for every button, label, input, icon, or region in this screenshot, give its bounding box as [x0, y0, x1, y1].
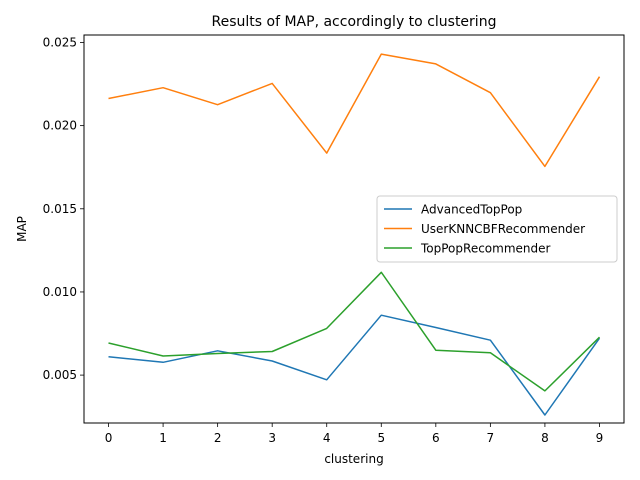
series-line-1 [108, 53, 601, 168]
chart-title: Results of MAP, accordingly to clusterin… [212, 14, 497, 30]
y-tick-label: 0.010 [43, 285, 77, 299]
x-tick-label: 3 [268, 431, 276, 445]
x-tick-label: 6 [432, 431, 440, 445]
legend-label: AdvancedTopPop [421, 203, 522, 217]
y-tick-label: 0.020 [43, 119, 77, 133]
x-tick-label: 9 [596, 431, 604, 445]
x-tick-label: 2 [214, 431, 222, 445]
series-line-0 [108, 314, 601, 416]
y-axis: 0.005 0.010 0.015 0.020 0.025 [43, 35, 84, 382]
legend: AdvancedTopPop UserKNNCBFRecommender TopPo… [376, 195, 618, 263]
y-tick-label: 0.015 [43, 202, 77, 216]
y-tick-label: 0.025 [43, 35, 77, 49]
series-line-2 [108, 271, 601, 392]
legend-box [376, 195, 618, 263]
x-tick-label: 5 [377, 431, 385, 445]
x-axis: 0 1 2 3 4 5 6 7 8 9 [105, 423, 604, 445]
x-tick-label: 7 [487, 431, 495, 445]
x-tick-label: 8 [541, 431, 549, 445]
y-tick-label: 0.005 [43, 368, 77, 382]
plot-area [108, 53, 601, 416]
y-axis-label: MAP [15, 216, 29, 242]
x-tick-label: 0 [105, 431, 113, 445]
x-tick-label: 4 [323, 431, 331, 445]
x-axis-label: clustering [324, 452, 383, 466]
x-tick-label: 1 [159, 431, 167, 445]
plot-frame [83, 34, 625, 424]
legend-label: TopPopRecommender [420, 242, 551, 256]
legend-label: UserKNNCBFRecommender [421, 222, 585, 236]
